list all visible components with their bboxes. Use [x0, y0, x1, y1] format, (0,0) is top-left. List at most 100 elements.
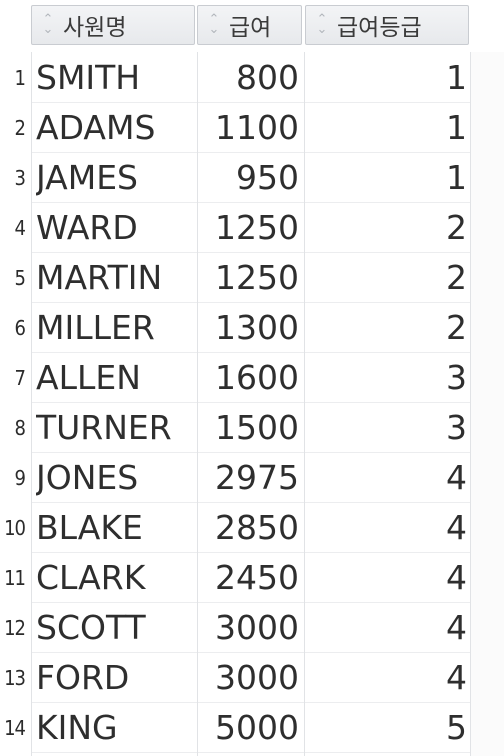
row-divider: [31, 652, 471, 653]
sort-arrows-icon[interactable]: ⌃ ⌄: [208, 12, 220, 37]
grid-header: ⌃ ⌄ 사원명 ⌃ ⌄ 급여 ⌃ ⌄ 급여등급: [0, 0, 504, 52]
cell-name[interactable]: JONES: [36, 458, 139, 497]
row-divider: [31, 702, 471, 703]
cell-salary[interactable]: 1250: [215, 208, 299, 247]
table-row[interactable]: 3 JAMES 950 1: [0, 153, 504, 203]
cell-grade[interactable]: 1: [446, 108, 467, 147]
cell-name[interactable]: KING: [36, 708, 118, 747]
cell-salary[interactable]: 2975: [215, 458, 299, 497]
cell-grade[interactable]: 2: [446, 258, 467, 297]
row-number[interactable]: 1: [14, 66, 26, 90]
row-number[interactable]: 10: [4, 516, 26, 540]
column-header-label: 급여등급: [337, 15, 422, 41]
cell-name[interactable]: WARD: [36, 208, 138, 247]
cell-name[interactable]: JAMES: [36, 158, 138, 197]
cell-name[interactable]: ALLEN: [36, 358, 141, 397]
cell-grade[interactable]: 4: [446, 558, 467, 597]
row-number[interactable]: 4: [14, 216, 26, 240]
column-header-label: 사원명: [63, 15, 127, 41]
cell-grade[interactable]: 4: [446, 658, 467, 697]
table-row[interactable]: 2 ADAMS 1100 1: [0, 103, 504, 153]
cell-name[interactable]: MILLER: [36, 308, 155, 347]
cell-grade[interactable]: 3: [446, 358, 467, 397]
cell-salary[interactable]: 1100: [215, 108, 299, 147]
row-number[interactable]: 9: [14, 466, 26, 490]
row-divider: [31, 102, 471, 103]
table-row[interactable]: 4 WARD 1250 2: [0, 203, 504, 253]
row-number[interactable]: 6: [14, 316, 26, 340]
row-divider: [31, 552, 471, 553]
column-header-salary[interactable]: ⌃ ⌄ 급여: [197, 5, 302, 45]
table-row[interactable]: 13 FORD 3000 4: [0, 653, 504, 703]
cell-grade[interactable]: 4: [446, 508, 467, 547]
table-row[interactable]: 5 MARTIN 1250 2: [0, 253, 504, 303]
column-header-label: 급여: [229, 15, 272, 41]
cell-name[interactable]: SMITH: [36, 58, 141, 97]
cell-salary[interactable]: 3000: [215, 608, 299, 647]
header-corner[interactable]: [0, 0, 31, 52]
cell-name[interactable]: BLAKE: [36, 508, 143, 547]
column-divider: [197, 52, 198, 756]
cell-name[interactable]: FORD: [36, 658, 130, 697]
column-divider: [31, 52, 32, 756]
row-divider: [31, 252, 471, 253]
cell-name[interactable]: CLARK: [36, 558, 146, 597]
cell-grade[interactable]: 1: [446, 158, 467, 197]
table-row[interactable]: 7 ALLEN 1600 3: [0, 353, 504, 403]
row-divider: [31, 452, 471, 453]
table-row[interactable]: 1 SMITH 800 1: [0, 53, 504, 103]
row-number[interactable]: 12: [4, 616, 26, 640]
row-divider: [31, 602, 471, 603]
table-row[interactable]: 6 MILLER 1300 2: [0, 303, 504, 353]
row-number[interactable]: 11: [4, 566, 26, 590]
table-row[interactable]: 12 SCOTT 3000 4: [0, 603, 504, 653]
column-header-grade[interactable]: ⌃ ⌄ 급여등급: [305, 5, 469, 45]
table-row[interactable]: 11 CLARK 2450 4: [0, 553, 504, 603]
row-number[interactable]: 14: [4, 716, 26, 740]
cell-salary[interactable]: 2450: [215, 558, 299, 597]
table-row[interactable]: 8 TURNER 1500 3: [0, 403, 504, 453]
cell-grade[interactable]: 2: [446, 308, 467, 347]
cell-grade[interactable]: 4: [446, 458, 467, 497]
sort-arrows-icon[interactable]: ⌃ ⌄: [316, 12, 328, 37]
row-number[interactable]: 5: [14, 266, 26, 290]
row-number[interactable]: 3: [14, 166, 26, 190]
cell-salary[interactable]: 3000: [215, 658, 299, 697]
row-number[interactable]: 2: [14, 116, 26, 140]
cell-salary[interactable]: 5000: [215, 708, 299, 747]
cell-name[interactable]: MARTIN: [36, 258, 163, 297]
cell-salary[interactable]: 950: [236, 158, 299, 197]
cell-grade[interactable]: 5: [446, 708, 467, 747]
table-row[interactable]: 10 BLAKE 2850 4: [0, 503, 504, 553]
column-header-name[interactable]: ⌃ ⌄ 사원명: [31, 5, 195, 45]
cell-salary[interactable]: 1300: [215, 308, 299, 347]
table-row[interactable]: 14 KING 5000 5: [0, 703, 504, 753]
column-divider: [304, 52, 305, 756]
sort-arrows-icon[interactable]: ⌃ ⌄: [42, 12, 54, 37]
row-number[interactable]: 8: [14, 416, 26, 440]
cell-grade[interactable]: 1: [446, 58, 467, 97]
cell-grade[interactable]: 4: [446, 608, 467, 647]
cell-name[interactable]: ADAMS: [36, 108, 156, 147]
cell-grade[interactable]: 3: [446, 408, 467, 447]
table-row[interactable]: 9 JONES 2975 4: [0, 453, 504, 503]
cell-salary[interactable]: 800: [236, 58, 299, 97]
row-divider: [31, 202, 471, 203]
row-divider: [31, 502, 471, 503]
row-divider: [31, 402, 471, 403]
cell-salary[interactable]: 1250: [215, 258, 299, 297]
row-number[interactable]: 13: [4, 666, 26, 690]
cell-name[interactable]: SCOTT: [36, 608, 146, 647]
cell-salary[interactable]: 1500: [215, 408, 299, 447]
row-divider: [31, 352, 471, 353]
row-number[interactable]: 7: [14, 366, 26, 390]
cell-salary[interactable]: 2850: [215, 508, 299, 547]
cell-name[interactable]: TURNER: [36, 408, 172, 447]
row-divider: [31, 302, 471, 303]
column-divider: [470, 52, 471, 756]
grid-empty-area: [471, 0, 504, 756]
cell-grade[interactable]: 2: [446, 208, 467, 247]
row-divider: [31, 152, 471, 153]
cell-salary[interactable]: 1600: [215, 358, 299, 397]
